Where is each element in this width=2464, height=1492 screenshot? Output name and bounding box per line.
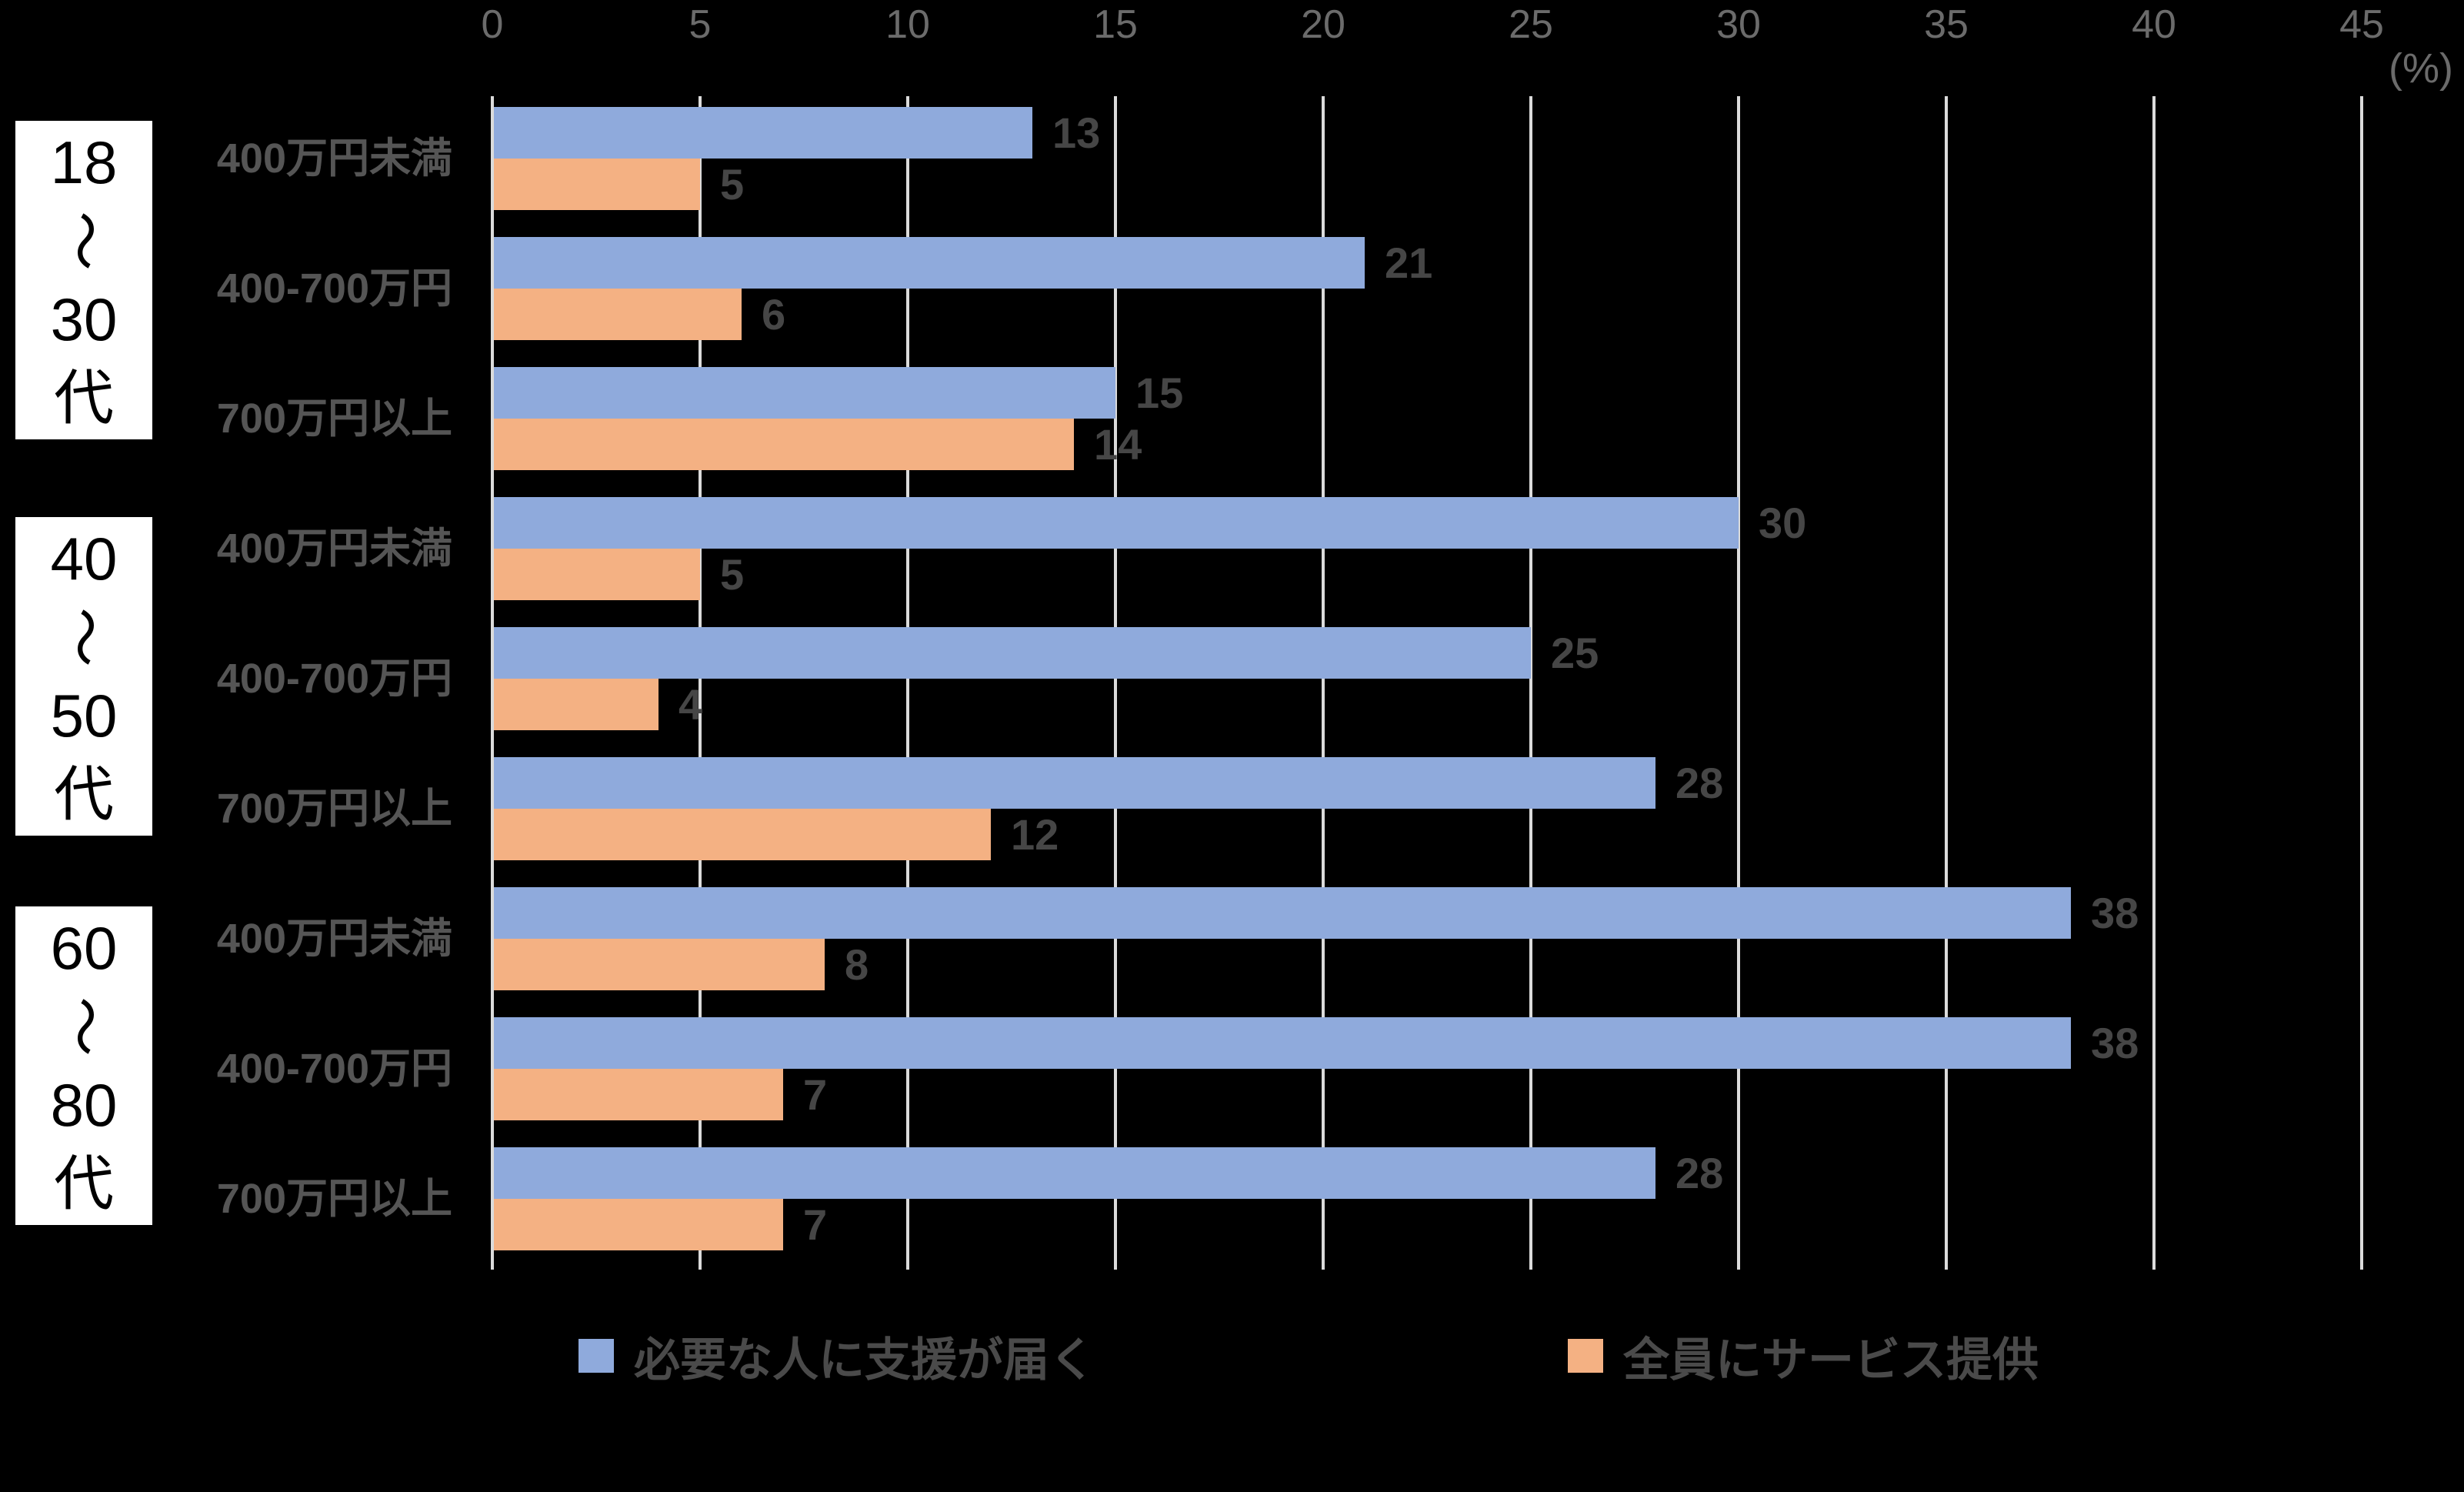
group-label-line: 30: [50, 285, 118, 353]
data-label: 7: [803, 1200, 828, 1249]
bar-blue: [494, 627, 1531, 679]
legend-label-series-2: 全員にサービス提供: [1623, 1333, 2039, 1386]
legend: 必要な人に支援が届く 全員にサービス提供: [0, 1331, 2464, 1386]
group-label-line: 60: [50, 914, 118, 982]
bar-orange: [494, 1199, 783, 1250]
data-label: 38: [2091, 1019, 2139, 1067]
data-label: 5: [720, 550, 745, 599]
gridline-5: [699, 96, 702, 1270]
legend-label-series-1: 必要な人に支援が届く: [634, 1333, 1095, 1386]
gridline-45: [2360, 96, 2363, 1270]
x-axis-tick-35: 35: [1924, 2, 1969, 47]
x-axis-tick-20: 20: [1301, 2, 1345, 47]
group-label-line: 50: [50, 682, 118, 749]
bar-orange: [494, 289, 742, 340]
gridline-10: [906, 96, 909, 1270]
bar-orange: [494, 809, 991, 860]
x-axis-tick-30: 30: [1716, 2, 1761, 47]
bar-blue: [494, 237, 1365, 289]
legend-item-series-1: 必要な人に支援が届く: [578, 1331, 1095, 1386]
category-label: 700万円以上: [216, 396, 452, 442]
data-label: 14: [1094, 420, 1142, 469]
data-label: 12: [1011, 810, 1059, 859]
x-axis-tick-10: 10: [885, 2, 930, 47]
gridline-25: [1529, 96, 1532, 1270]
group-label-line: 80: [50, 1071, 118, 1139]
group-label-line: 代: [53, 364, 114, 432]
data-label: 38: [2091, 889, 2139, 937]
data-label: 28: [1675, 759, 1724, 807]
data-label: 25: [1551, 629, 1599, 677]
x-axis-tick-45: 45: [2339, 2, 2384, 47]
x-axis-tick-40: 40: [2132, 2, 2176, 47]
group-label-line: 18: [50, 129, 118, 196]
gridline-30: [1737, 96, 1740, 1270]
data-label: 21: [1385, 239, 1433, 287]
gridline-0: [491, 96, 494, 1270]
data-label: 13: [1052, 108, 1101, 157]
data-label: 4: [679, 680, 703, 729]
axis-unit-label: (%): [2389, 45, 2453, 92]
bar-blue: [494, 757, 1655, 809]
group-label-line: 代: [53, 1150, 114, 1217]
data-label: 8: [845, 940, 869, 989]
bar-blue: [494, 1147, 1655, 1199]
x-axis-tick-25: 25: [1509, 2, 1553, 47]
group-label-line: 代: [53, 760, 114, 828]
data-label: 28: [1675, 1149, 1724, 1197]
legend-item-series-2: 全員にサービス提供: [1568, 1331, 2039, 1386]
category-label: 400-700万円: [216, 656, 452, 702]
group-label-box-1: 18 〜 30 代: [15, 121, 152, 439]
data-label: 15: [1135, 369, 1184, 417]
bar-blue: [494, 1017, 2071, 1069]
gridline-40: [2152, 96, 2156, 1270]
category-label: 400万円未満: [216, 526, 452, 572]
legend-swatch-blue-icon: [578, 1339, 614, 1373]
legend-swatch-orange-icon: [1568, 1339, 1603, 1373]
group-label-box-3: 60 〜 80 代: [15, 906, 152, 1225]
category-label: 400万円未満: [216, 916, 452, 962]
bar-orange: [494, 1069, 783, 1120]
data-label: 7: [803, 1070, 828, 1119]
category-label: 700万円以上: [216, 1176, 452, 1222]
bar-blue: [494, 107, 1032, 159]
category-label: 700万円以上: [216, 786, 452, 832]
gridline-35: [1945, 96, 1948, 1270]
bar-orange: [494, 939, 825, 990]
x-axis-tick-15: 15: [1093, 2, 1138, 47]
bar-orange: [494, 159, 700, 210]
bar-blue: [494, 497, 1739, 549]
x-axis-tick-0: 0: [481, 2, 504, 47]
group-label-line: 40: [50, 525, 118, 592]
category-label: 400-700万円: [216, 265, 452, 312]
bar-blue: [494, 887, 2071, 939]
bar-blue: [494, 367, 1115, 419]
gridline-20: [1322, 96, 1325, 1270]
data-label: 30: [1759, 499, 1807, 547]
data-label: 5: [720, 160, 745, 209]
data-label: 6: [762, 290, 786, 339]
bar-orange: [494, 419, 1074, 470]
group-label-box-2: 40 〜 50 代: [15, 517, 152, 836]
x-axis-tick-5: 5: [689, 2, 712, 47]
bar-orange: [494, 549, 700, 600]
category-label: 400万円未満: [216, 135, 452, 182]
gridline-15: [1114, 96, 1117, 1270]
bar-orange: [494, 679, 659, 730]
category-label: 400-700万円: [216, 1046, 452, 1092]
